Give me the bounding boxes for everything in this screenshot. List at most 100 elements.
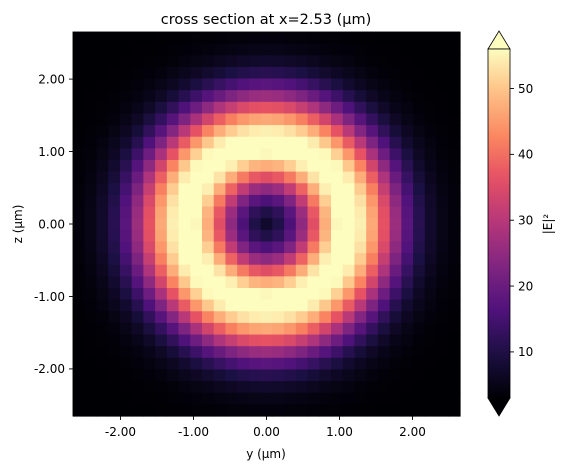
heatmap-cell: [401, 264, 414, 277]
heatmap-cell: [213, 32, 227, 45]
heatmap-cell: [166, 43, 180, 56]
heatmap-cell: [342, 241, 356, 254]
heatmap-cell: [190, 241, 203, 254]
heatmap-cell: [436, 55, 449, 68]
heatmap-cell: [96, 311, 109, 324]
heatmap-cell: [424, 381, 438, 394]
heatmap-cell: [73, 43, 86, 56]
heatmap-cell: [248, 171, 262, 184]
heatmap-cell: [143, 322, 156, 336]
heatmap-cell: [96, 194, 109, 208]
heatmap-cell: [377, 90, 391, 103]
heatmap-cell: [73, 171, 86, 184]
heatmap-cell: [178, 32, 191, 45]
heatmap-cell: [248, 253, 262, 266]
heatmap-cell: [284, 357, 297, 371]
heatmap-cell: [225, 136, 238, 149]
heatmap-cell: [237, 392, 250, 405]
heatmap-cell: [272, 101, 285, 115]
heatmap-cell: [119, 113, 133, 126]
heatmap-cell: [131, 218, 144, 231]
heatmap-cell: [354, 78, 367, 91]
heatmap-cell: [413, 113, 426, 126]
heatmap-cell: [436, 346, 449, 359]
heatmap-cell: [237, 311, 250, 324]
heatmap-cell: [448, 101, 461, 115]
heatmap-cell: [448, 369, 461, 382]
heatmap-cell: [237, 125, 250, 138]
heatmap-cell: [354, 148, 367, 161]
heatmap-cell: [377, 32, 391, 45]
heatmap-cell: [424, 241, 438, 254]
heatmap-cell: [143, 171, 156, 184]
heatmap-cell: [190, 125, 203, 138]
heatmap-cell: [413, 276, 426, 289]
heatmap-cell: [284, 369, 297, 382]
heatmap-cell: [213, 392, 227, 405]
heatmap-cell: [436, 113, 449, 126]
heatmap-cell: [178, 78, 191, 91]
heatmap-cell: [248, 148, 262, 161]
heatmap-cell: [424, 229, 438, 243]
heatmap-cell: [436, 194, 449, 208]
heatmap-cell: [108, 381, 121, 394]
heatmap-cell: [202, 206, 215, 219]
colorbar-ticks: 10 20 30 40 50: [510, 82, 533, 359]
heatmap-cell: [331, 55, 344, 68]
colorbar-extend-top: [487, 30, 511, 50]
heatmap-cell: [448, 218, 461, 231]
heatmap-cell: [84, 90, 98, 103]
heatmap-cell: [319, 241, 332, 254]
heatmap-cell: [155, 241, 168, 254]
heatmap-cell: [260, 55, 273, 68]
heatmap-cell: [401, 113, 414, 126]
heatmap-cell: [272, 78, 285, 91]
heatmap-cell: [354, 264, 367, 277]
heatmap-cell: [166, 381, 180, 394]
x-axis: -2.00 -1.00 0.00 1.00 2.00: [105, 416, 426, 439]
heatmap-cell: [225, 113, 238, 126]
heatmap-cell: [108, 171, 121, 184]
heatmap-cell: [319, 369, 332, 382]
heatmap-cell: [178, 66, 191, 80]
heatmap-cell: [131, 160, 144, 173]
heatmap-cell: [377, 55, 391, 68]
heatmap-cell: [190, 78, 203, 91]
heatmap-cell: [225, 183, 238, 196]
heatmap-cell: [295, 90, 309, 103]
heatmap-cell: [272, 288, 285, 301]
heatmap-cell: [190, 32, 203, 45]
heatmap-cell: [131, 90, 144, 103]
heatmap-cell: [366, 288, 379, 301]
heatmap-cell: [237, 369, 250, 382]
heatmap-cell: [131, 183, 144, 196]
heatmap-cell: [389, 253, 402, 266]
heatmap-cell: [366, 55, 379, 68]
heatmap-cell: [202, 183, 215, 196]
heatmap-cell: [190, 334, 203, 347]
heatmap-cell: [202, 346, 215, 359]
heatmap-cell: [413, 311, 426, 324]
heatmap-cell: [307, 113, 320, 126]
heatmap-cell: [389, 276, 402, 289]
heatmap-cell: [213, 160, 227, 173]
x-tick-label: 2.00: [399, 425, 426, 439]
colorbar-tick-label: 30: [518, 214, 533, 228]
heatmap-cell: [178, 206, 191, 219]
heatmap-cell: [448, 288, 461, 301]
y-tick-label: -2.00: [34, 362, 65, 376]
heatmap-cell: [413, 136, 426, 149]
colorbar-tick-label: 40: [518, 148, 533, 162]
heatmap-cell: [331, 404, 344, 417]
heatmap-cell: [155, 32, 168, 45]
heatmap-cell: [73, 276, 86, 289]
heatmap-cell: [424, 334, 438, 347]
heatmap-cell: [213, 404, 227, 417]
heatmap-cell: [331, 229, 344, 243]
heatmap-cell: [295, 194, 309, 208]
heatmap-cell: [319, 346, 332, 359]
heatmap-cell: [73, 322, 86, 336]
heatmap-cell: [108, 311, 121, 324]
heatmap-cell: [401, 183, 414, 196]
heatmap-cell: [307, 264, 320, 277]
